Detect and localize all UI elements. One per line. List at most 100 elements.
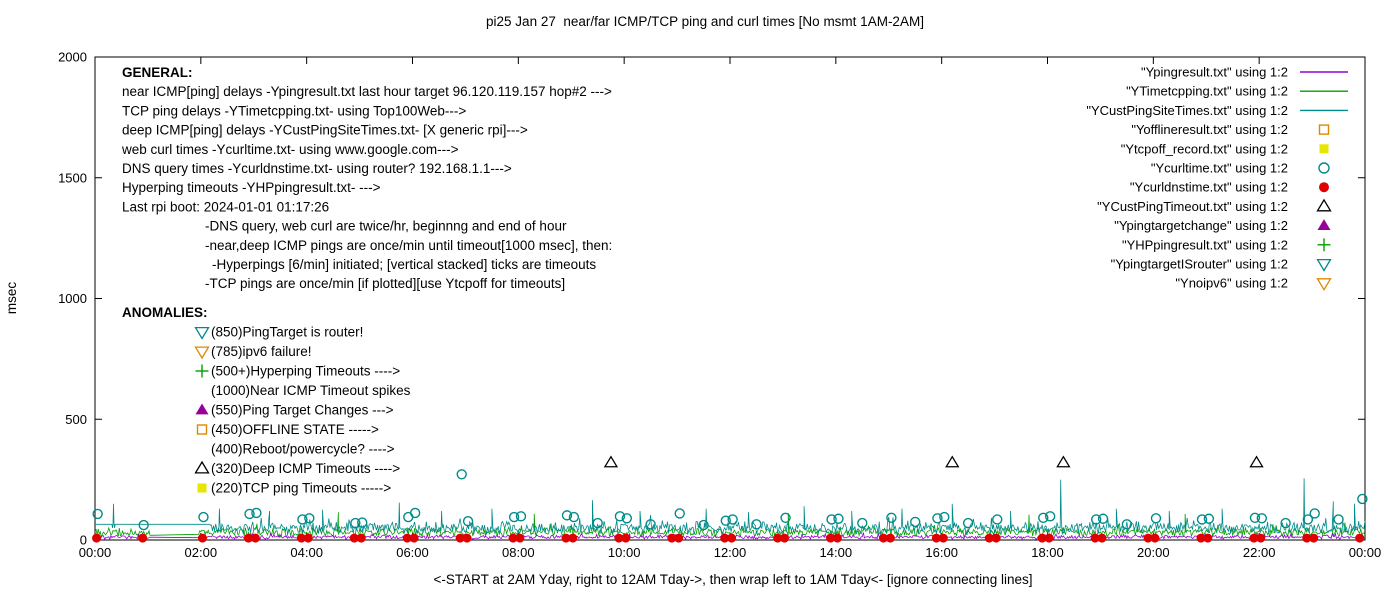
- web_curl-point: [698, 519, 709, 531]
- general-line: -DNS query, web curl are twice/hr, begin…: [205, 219, 567, 234]
- dns_query-point: [303, 533, 313, 543]
- x-tick-label: 00:00: [1349, 545, 1382, 560]
- general-line: -Hyperpings [6/min] initiated; [vertical…: [212, 257, 596, 272]
- dns_query-point: [349, 533, 359, 543]
- dns_query-point: [878, 533, 888, 543]
- dns_query-point: [515, 533, 525, 543]
- legend-label: "YCustPingSiteTimes.txt" using 1:2: [1086, 103, 1288, 118]
- web_curl-point: [614, 511, 626, 522]
- web_curl-point: [1090, 514, 1102, 525]
- legend-label: "Ypingtargetchange" using 1:2: [1114, 218, 1288, 233]
- y-tick-label: 2000: [58, 50, 87, 65]
- web_curl-point: [1203, 513, 1215, 524]
- dns_query-point: [138, 533, 148, 543]
- legend-triangle-down-open-symbol: [1316, 258, 1332, 272]
- web_curl-point: [304, 513, 315, 524]
- x-tick-label: 14:00: [820, 545, 853, 560]
- web_curl-point: [1196, 514, 1208, 525]
- x-tick-label: 08:00: [502, 545, 535, 560]
- dns_query-point: [674, 533, 684, 543]
- web_curl-point: [857, 517, 868, 529]
- general-line: Hyperping timeouts -YHPpingresult.txt- -…: [122, 180, 381, 195]
- x-tick-label: 04:00: [290, 545, 323, 560]
- x-tick-label: 16:00: [925, 545, 958, 560]
- dns_query-point: [243, 533, 253, 543]
- near_icmp-line: [94, 532, 1366, 541]
- y-tick-label: 1000: [58, 291, 87, 306]
- dns_query-point: [938, 533, 948, 543]
- legend-triangle-up-open-symbol: [1316, 198, 1332, 212]
- x-axis-label: <-START at 2AM Yday, right to 12AM Tday-…: [434, 572, 1033, 587]
- general-line: TCP ping delays -YTimetcpping.txt- using…: [122, 103, 466, 118]
- web_curl-point: [727, 514, 738, 525]
- dns_query-point: [621, 533, 631, 543]
- dns_query-point: [296, 533, 306, 543]
- anomaly-item-label: (400)Reboot/powercycle? ---->: [211, 442, 395, 457]
- dns_query-point: [991, 533, 1001, 543]
- legend-triangle-down-open-symbol: [1316, 278, 1332, 291]
- web_curl-point: [1309, 508, 1320, 519]
- web_curl-point: [138, 519, 149, 531]
- y-tick-label: 500: [65, 412, 87, 427]
- legend-label: "YHPpingresult.txt" using 1:2: [1122, 237, 1288, 252]
- web_curl-point: [826, 514, 837, 525]
- legend-label: "YCustPingTimeout.txt" using 1:2: [1097, 199, 1288, 214]
- web_curl-point: [592, 517, 603, 529]
- anomaly-item-label: (220)TCP ping Timeouts ----->: [211, 481, 391, 496]
- dns_query-point: [780, 533, 790, 543]
- legend-label: "YpingtargetISrouter" using 1:2: [1111, 257, 1288, 272]
- dns_query-point: [250, 533, 260, 543]
- chart-title: pi25 Jan 27 near/far ICMP/TCP ping and c…: [486, 14, 924, 29]
- legend-circle-filled-symbol: [1319, 182, 1329, 193]
- dns_query-point: [614, 533, 624, 543]
- x-tick-label: 10:00: [608, 545, 641, 560]
- dns_query-point: [455, 533, 465, 543]
- web_curl-point: [1038, 512, 1049, 523]
- general-line: DNS query times -Ycurldnstime.txt- using…: [122, 161, 512, 176]
- dns_query-point: [720, 533, 730, 543]
- web_curl-point: [751, 519, 762, 530]
- dns_query-point: [1097, 533, 1107, 543]
- dns_query-point: [568, 533, 578, 543]
- x-tick-label: 12:00: [714, 545, 747, 560]
- deep_icmp_timeouts-point: [1249, 455, 1264, 468]
- web_curl-point: [992, 514, 1003, 525]
- y-tick-label: 1500: [58, 170, 87, 185]
- dns_query-point: [826, 533, 836, 543]
- legend-label: "Ypingresult.txt" using 1:2: [1141, 65, 1288, 80]
- web_curl-point: [932, 513, 943, 524]
- anomaly-item-label: (850)PingTarget is router!: [211, 325, 363, 340]
- legend-label: "Ynoipv6" using 1:2: [1175, 276, 1288, 291]
- legend-label: "Yofflineresult.txt" using 1:2: [1131, 122, 1288, 137]
- dns_query-point: [356, 533, 366, 543]
- web_curl-point: [1256, 513, 1268, 524]
- dns_query-point: [931, 533, 941, 543]
- web_curl-point: [833, 513, 844, 524]
- dns_query-point: [1090, 533, 1100, 543]
- general-line: deep ICMP[ping] delays -YCustPingSiteTim…: [122, 123, 528, 138]
- y-tick-label: 0: [80, 533, 87, 548]
- x-tick-label: 02:00: [185, 545, 218, 560]
- dns_query-point: [1302, 533, 1312, 543]
- web_curl-point: [939, 511, 950, 523]
- web_curl-point: [198, 511, 209, 523]
- dns_query-point: [1037, 533, 1047, 543]
- dns_query-point: [1203, 533, 1213, 543]
- y-axis-label: msec: [4, 282, 19, 315]
- x-tick-label: 20:00: [1137, 545, 1170, 560]
- dns_query-point: [984, 533, 994, 543]
- dns_query-point: [1143, 533, 1153, 543]
- dns_query-point: [508, 533, 518, 543]
- web_curl-point: [244, 508, 255, 520]
- legend-triangle-up-filled-symbol: [1317, 219, 1331, 230]
- general-line: Last rpi boot: 2024-01-01 01:17:26: [122, 199, 329, 214]
- dns_query-point: [197, 533, 207, 543]
- anomaly-square-filled-symbol: [197, 483, 207, 493]
- anomaly-triangle-up-filled-symbol: [195, 403, 209, 415]
- web_curl-point: [621, 513, 633, 524]
- dns_query-point: [1309, 533, 1319, 543]
- dns_query-point: [1150, 533, 1160, 543]
- dns_query-point: [462, 533, 472, 543]
- legend-label: "YTimetcpping.txt" using 1:2: [1126, 84, 1288, 99]
